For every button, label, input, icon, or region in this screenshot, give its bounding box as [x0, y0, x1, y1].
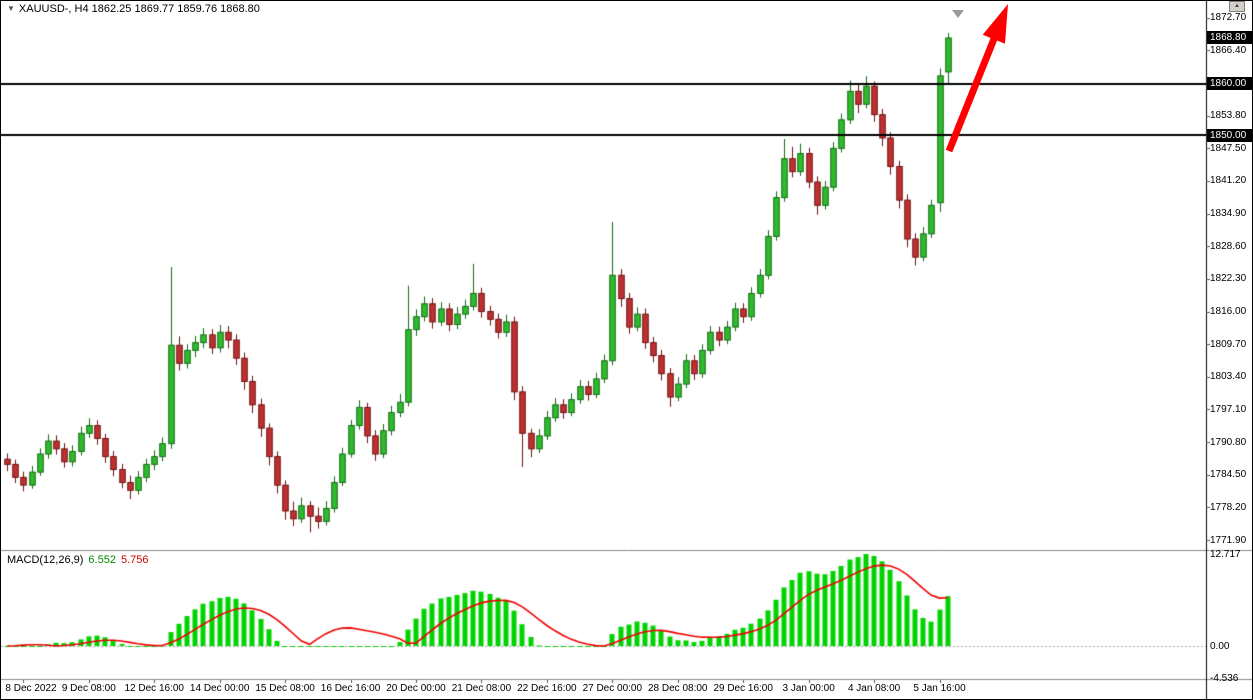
support-line-price-label[interactable]: 1850.00	[1207, 128, 1252, 142]
price-axis-tick: 1847.50	[1210, 142, 1247, 154]
time-axis-label: 28 Dec 08:00	[648, 683, 708, 694]
chart-shift-marker[interactable]	[952, 10, 964, 18]
macd-axis-tick: 12.717	[1210, 548, 1241, 560]
price-axis-tick: 1872.70	[1210, 12, 1247, 24]
symbol-ohlc-info: ▼ XAUUSD-, H4 1862.25 1869.77 1859.76 186…	[7, 3, 260, 15]
macd-axis-tick: -4.536	[1210, 672, 1239, 684]
price-axis-tick: 1771.90	[1210, 534, 1247, 546]
indicator-name: MACD(12,26,9)	[7, 554, 84, 566]
symbol-dropdown-icon[interactable]: ▼	[7, 4, 15, 13]
time-axis-label: 14 Dec 00:00	[189, 683, 250, 694]
time-axis-label: 16 Dec 16:00	[320, 683, 381, 694]
time-axis-label: 22 Dec 16:00	[517, 683, 577, 694]
price-axis-tick: 1797.10	[1210, 403, 1247, 415]
price-axis-tick: 1841.20	[1210, 175, 1247, 187]
resistance-line-price-label[interactable]: 1860.00	[1207, 77, 1252, 91]
scroll-up-icon: ▲	[1234, 3, 1240, 9]
time-axis-label: 15 Dec 08:00	[255, 683, 315, 694]
price-axis-tick: 1809.70	[1210, 338, 1247, 350]
time-axis-label: 8 Dec 2022	[5, 683, 57, 694]
price-axis-tick: 1778.20	[1210, 501, 1247, 513]
time-axis-label: 4 Jan 08:00	[847, 683, 901, 694]
time-axis-label: 3 Jan 00:00	[782, 683, 835, 694]
macd-axis-tick: 0.00	[1210, 640, 1230, 652]
price-axis-tick: 1834.90	[1210, 208, 1247, 220]
time-axis-label: 27 Dec 00:00	[582, 683, 643, 694]
price-axis-tick: 1790.80	[1210, 436, 1247, 448]
macd-signal-value: 5.756	[120, 554, 149, 566]
price-axis-tick: 1784.50	[1210, 469, 1247, 481]
time-axis-label: 21 Dec 08:00	[451, 683, 512, 694]
time-axis-label: 5 Jan 16:00	[913, 683, 966, 694]
time-axis-label: 20 Dec 00:00	[386, 683, 446, 694]
price-axis-tick: 1853.80	[1210, 110, 1247, 122]
time-axis-label: 12 Dec 16:00	[124, 683, 184, 694]
time-axis-label: 29 Dec 16:00	[713, 683, 773, 694]
time-axis-label: 9 Dec 08:00	[61, 683, 116, 694]
price-axis-tick: 1822.30	[1210, 273, 1247, 285]
symbol-ohlc-text: XAUUSD-, H4 1862.25 1869.77 1859.76 1868…	[18, 3, 260, 15]
scroll-up-button[interactable]: ▲	[1229, 1, 1245, 12]
current-price-label: 1868.80	[1207, 31, 1252, 45]
indicator-label: MACD(12,26,9) 6.552 5.756	[7, 554, 148, 566]
macd-main-value: 6.552	[88, 554, 116, 566]
price-axis-tick: 1816.00	[1210, 306, 1247, 318]
price-axis-tick: 1803.40	[1210, 371, 1247, 383]
price-axis-tick: 1866.40	[1210, 44, 1247, 56]
price-axis-tick: 1828.60	[1210, 240, 1247, 252]
